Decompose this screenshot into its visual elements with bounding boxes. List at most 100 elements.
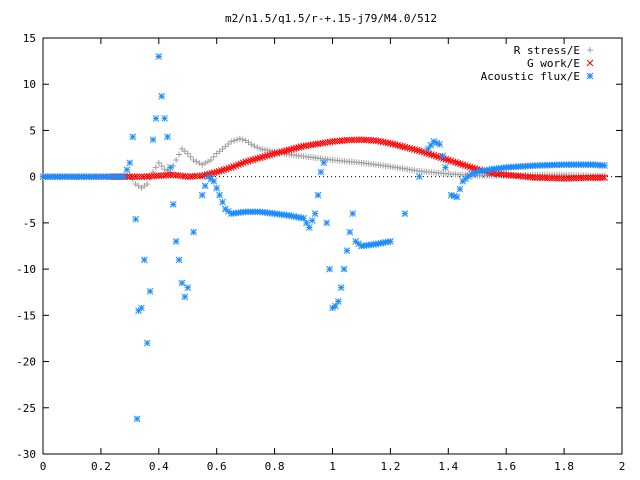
data-point <box>389 140 397 148</box>
data-point <box>249 156 257 164</box>
data-point <box>401 143 409 151</box>
data-point <box>391 141 399 148</box>
data-point <box>247 157 254 164</box>
data-point <box>187 153 194 160</box>
x-tick-label: 0.8 <box>265 460 285 473</box>
data-point <box>285 146 293 154</box>
data-point <box>210 153 217 160</box>
data-point <box>444 156 452 164</box>
data-point <box>254 155 262 162</box>
data-point <box>66 173 73 181</box>
data-point <box>326 265 333 273</box>
data-point <box>401 210 409 217</box>
data-point <box>143 339 151 347</box>
data-point <box>256 154 264 162</box>
y-tick-label: 0 <box>29 171 36 184</box>
data-point <box>598 174 606 181</box>
data-point <box>317 168 325 176</box>
data-point <box>152 115 160 122</box>
data-point <box>133 415 141 423</box>
data-point <box>201 182 209 190</box>
data-point <box>126 173 134 181</box>
y-tick-label: -5 <box>23 217 36 230</box>
data-point <box>454 159 462 167</box>
data-point <box>413 146 421 154</box>
data-point <box>427 141 435 149</box>
x-tick-label: 2 <box>619 460 626 473</box>
data-point <box>271 150 278 157</box>
data-point <box>283 147 291 154</box>
series-3 <box>39 53 608 423</box>
data-point <box>239 136 246 143</box>
data-point <box>133 173 141 181</box>
data-point <box>406 144 414 152</box>
data-point <box>144 181 151 188</box>
data-point <box>155 53 163 60</box>
data-point <box>323 219 331 227</box>
y-tick-label: 10 <box>23 78 36 91</box>
data-point <box>278 148 286 156</box>
data-point <box>218 167 225 174</box>
data-point <box>403 144 411 152</box>
data-point <box>173 157 180 164</box>
legend-item: R stress/E <box>514 44 593 57</box>
data-point <box>146 287 154 295</box>
data-point <box>459 161 467 169</box>
data-point <box>394 141 401 149</box>
data-point <box>370 241 377 248</box>
data-point <box>118 173 125 181</box>
data-point <box>123 166 131 174</box>
data-point <box>268 150 276 158</box>
data-point <box>423 149 430 157</box>
legend-marker <box>586 72 594 80</box>
data-point <box>396 142 404 150</box>
data-point <box>251 155 259 163</box>
data-point <box>466 163 474 171</box>
data-point <box>210 169 218 177</box>
data-point <box>155 159 162 166</box>
data-point <box>461 162 469 169</box>
data-point <box>167 164 174 171</box>
y-tick-label: -30 <box>16 448 36 461</box>
data-point <box>430 152 438 159</box>
data-point <box>158 163 165 170</box>
data-point <box>259 153 266 161</box>
data-point <box>213 168 221 176</box>
legend-marker <box>587 47 593 53</box>
data-point <box>598 162 606 169</box>
data-point <box>355 240 362 248</box>
x-tick-label: 1 <box>329 460 336 473</box>
data-point <box>261 152 269 160</box>
data-point <box>233 136 240 143</box>
x-tick-label: 1.8 <box>554 460 574 473</box>
data-point <box>169 201 177 208</box>
legend-label: R stress/E <box>514 44 580 57</box>
data-point <box>236 135 243 142</box>
data-point <box>131 173 139 181</box>
data-point <box>149 136 157 144</box>
data-point <box>126 159 134 167</box>
data-point <box>215 167 223 175</box>
data-point <box>161 166 168 173</box>
data-point <box>558 175 566 182</box>
data-point <box>228 138 235 145</box>
data-point <box>207 157 214 164</box>
data-point <box>447 157 455 165</box>
data-point <box>176 151 183 158</box>
data-point <box>276 148 283 156</box>
data-point <box>349 210 357 217</box>
data-point <box>164 167 171 174</box>
data-point <box>181 293 189 301</box>
data-point <box>266 151 274 159</box>
data-point <box>433 139 441 147</box>
data-point <box>408 145 416 153</box>
data-point <box>442 164 449 171</box>
y-axis: 15 10 5 0 -5 -10 -15 -20 -25 -30 <box>16 32 622 461</box>
data-point <box>418 148 426 155</box>
y-tick-label: -25 <box>16 402 36 415</box>
data-point <box>415 147 423 155</box>
y-tick-label: 15 <box>23 32 36 45</box>
x-tick-label: 1.6 <box>496 460 516 473</box>
